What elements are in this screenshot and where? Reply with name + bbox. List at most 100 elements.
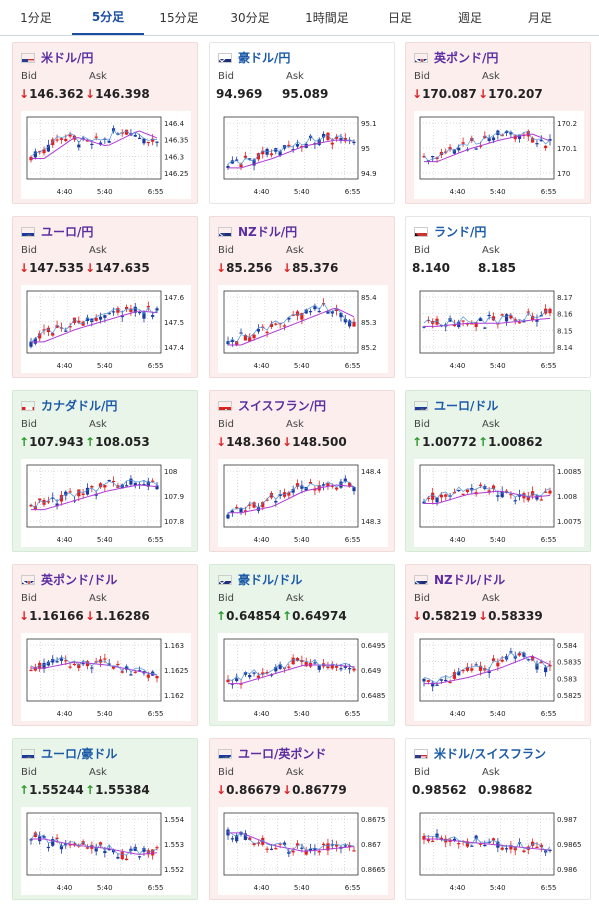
currency-pair[interactable]: ランド/円: [414, 223, 486, 240]
rate-card[interactable]: ユーロ/ドル Bid Ask ↑1.00772 ↑1.00862 1.0085 1.008 1…: [405, 390, 591, 552]
pair-name[interactable]: 豪ドル/円: [238, 51, 291, 65]
pair-name[interactable]: ユーロ/英ポンド: [238, 747, 327, 761]
tab-2[interactable]: 5分足: [72, 0, 144, 35]
tab-3[interactable]: 15分足: [159, 11, 199, 25]
candle-body: [343, 666, 347, 668]
tab-4[interactable]: 30分足: [230, 11, 270, 25]
rate-card[interactable]: 英ポンド/ドル Bid Ask ↓1.16166 ↓1.16286 1.163 1.1625…: [12, 564, 198, 726]
pair-name[interactable]: カナダドル/円: [41, 399, 118, 413]
chart-container[interactable]: 8.17 8.16 8.15 8.14 4:40 5:40 6:55: [414, 285, 584, 373]
bid-label: Bid: [218, 71, 234, 82]
currency-pair[interactable]: ユーロ/英ポンド: [218, 745, 326, 762]
chart-container[interactable]: 0.584 0.5835 0.583 0.5825 4:40 5:40 6:55: [414, 633, 584, 721]
rate-card[interactable]: スイスフラン/円 Bid Ask ↓148.360 ↓148.500 148.4 148.3…: [209, 390, 395, 552]
currency-pair[interactable]: ユーロ/豪ドル: [21, 745, 117, 762]
pair-name[interactable]: ユーロ/円: [41, 225, 94, 239]
candle-body: [491, 658, 496, 662]
candle-body: [138, 311, 142, 314]
x-tick-label: 5:40: [490, 362, 506, 370]
candle-body: [308, 311, 313, 313]
chart-container[interactable]: 1.163 1.1625 1.162 4:40 5:40 6:55: [21, 633, 191, 721]
y-tick-label: 85.3: [361, 319, 377, 327]
currency-pair[interactable]: ユーロ/円: [21, 223, 93, 240]
chart-container[interactable]: 147.6 147.5 147.4 4:40 5:40 6:55: [21, 285, 191, 373]
rate-card[interactable]: カナダドル/円 Bid Ask ↑107.943 ↑108.053 108 107.9 107…: [12, 390, 198, 552]
candle-body: [487, 138, 491, 141]
pair-name[interactable]: 英ポンド/円: [434, 51, 499, 65]
rate-card[interactable]: 米ドル/スイスフラン Bid Ask 0.98562 0.98682 0.987 0.986…: [405, 738, 591, 900]
currency-pair[interactable]: 米ドル/円: [21, 49, 93, 66]
chart-container[interactable]: 148.4 148.3 4:40 5:40 6:55: [218, 459, 388, 547]
candle-body: [151, 315, 155, 317]
bid-label: Bid: [414, 593, 430, 604]
tab-7[interactable]: 週足: [457, 11, 482, 25]
pair-name[interactable]: NZドル/円: [238, 225, 298, 239]
rate-card[interactable]: ランド/円 Bid Ask 8.140 8.185 8.17 8.16 8.15 8.14 4:4…: [405, 216, 591, 378]
currency-pair[interactable]: 米ドル/スイスフラン: [414, 745, 546, 762]
chart-container[interactable]: 170.2 170.1 170 4:40 5:40 6:55: [414, 111, 584, 199]
pair-name[interactable]: 英ポンド/ドル: [41, 573, 118, 587]
x-tick-label: 4:40: [254, 362, 270, 370]
candle-body: [77, 320, 81, 323]
ask-label: Ask: [482, 593, 500, 604]
candle-body: [465, 666, 470, 671]
ask-label: Ask: [286, 767, 304, 778]
chart-container[interactable]: 0.987 0.9865 0.986 4:40 5:40 6:55: [414, 807, 584, 895]
bid-price: 1.00772: [422, 435, 477, 449]
candle-body: [287, 492, 291, 496]
rate-card[interactable]: NZドル/ドル Bid Ask ↓0.58219 ↓0.58339 0.584 0.5835…: [405, 564, 591, 726]
tab-5[interactable]: 1時間足: [305, 11, 349, 25]
chart-container[interactable]: 0.6495 0.649 0.6485 4:40 5:40 6:55: [218, 633, 388, 721]
rate-card[interactable]: 英ポンド/円 Bid Ask ↓170.087 ↓170.207 170.2 170.1 17…: [405, 42, 591, 204]
chart-container[interactable]: 95.1 95 94.9 4:40 5:40 6:55: [218, 111, 388, 199]
pair-name[interactable]: スイスフラン/円: [238, 399, 327, 413]
chart-container[interactable]: 1.554 1.553 1.552 4:40 5:40 6:55: [21, 807, 191, 895]
rate-card[interactable]: ユーロ/英ポンド Bid Ask ↓0.86679 ↓0.86779 0.8675 0.86…: [209, 738, 395, 900]
chart-container[interactable]: 85.4 85.3 85.2 4:40 5:40 6:55: [218, 285, 388, 373]
candle-body: [142, 847, 146, 852]
currency-pair[interactable]: スイスフラン/円: [218, 397, 326, 414]
chart-container[interactable]: 0.8675 0.867 0.8665 4:40 5:40 6:55: [218, 807, 388, 895]
candle-body: [535, 495, 539, 500]
pair-name[interactable]: 米ドル/スイスフラン: [434, 747, 547, 761]
ask-value: ↓85.376: [282, 261, 338, 275]
tab-6[interactable]: 日足: [387, 11, 412, 25]
currency-pair[interactable]: 英ポンド/円: [414, 49, 498, 66]
rate-card[interactable]: 豪ドル/ドル Bid Ask ↑0.64854 ↑0.64974 0.6495 0.649 0…: [209, 564, 395, 726]
currency-pair[interactable]: NZドル/ドル: [414, 571, 505, 588]
ask-value: ↑108.053: [85, 435, 150, 449]
currency-pair[interactable]: NZドル/円: [218, 223, 297, 240]
candle-body: [235, 678, 239, 681]
currency-pair[interactable]: 英ポンド/ドル: [21, 571, 117, 588]
candle-body: [435, 497, 439, 503]
pair-name[interactable]: ユーロ/ドル: [434, 399, 499, 413]
tab-8[interactable]: 月足: [527, 11, 552, 25]
tab-1[interactable]: 1分足: [20, 11, 52, 25]
currency-pair[interactable]: 豪ドル/ドル: [218, 571, 302, 588]
currency-pair[interactable]: 豪ドル/円: [218, 49, 290, 66]
pair-name[interactable]: ユーロ/豪ドル: [41, 747, 118, 761]
pair-name[interactable]: ランド/円: [434, 225, 487, 239]
pair-name[interactable]: 豪ドル/ドル: [238, 573, 303, 587]
currency-pair[interactable]: カナダドル/円: [21, 397, 117, 414]
rate-card[interactable]: 豪ドル/円 Bid Ask 94.969 95.089 95.1 95 94.9 4:40 5:4…: [209, 42, 395, 204]
chart-container[interactable]: 146.4 146.35 146.3 146.25 4:40 5:40 6:55: [21, 111, 191, 199]
candle-body: [335, 487, 339, 490]
y-tick-label: 0.6485: [361, 692, 386, 700]
candle-body: [544, 667, 548, 673]
candle-body: [504, 314, 509, 322]
candle-body: [85, 661, 90, 667]
chart-container[interactable]: 1.0085 1.008 1.0075 4:40 5:40 6:55: [414, 459, 584, 547]
rate-card[interactable]: 米ドル/円 Bid Ask ↓146.362 ↓146.398 146.4 146.35 14…: [12, 42, 198, 204]
bid-label: Bid: [21, 593, 37, 604]
y-tick-label: 170: [557, 170, 570, 178]
bid-label: Bid: [414, 245, 430, 256]
chart-container[interactable]: 108 107.9 107.8 4:40 5:40 6:55: [21, 459, 191, 547]
candle-body: [348, 320, 352, 327]
rate-card[interactable]: NZドル/円 Bid Ask ↓85.256 ↓85.376 85.4 85.3 85.2 4:…: [209, 216, 395, 378]
pair-name[interactable]: NZドル/ドル: [434, 573, 506, 587]
rate-card[interactable]: ユーロ/円 Bid Ask ↓147.535 ↓147.635 147.6 147.5 147…: [12, 216, 198, 378]
rate-card[interactable]: ユーロ/豪ドル Bid Ask ↑1.55244 ↑1.55384 1.554 1.553 1…: [12, 738, 198, 900]
currency-pair[interactable]: ユーロ/ドル: [414, 397, 498, 414]
pair-name[interactable]: 米ドル/円: [41, 51, 94, 65]
